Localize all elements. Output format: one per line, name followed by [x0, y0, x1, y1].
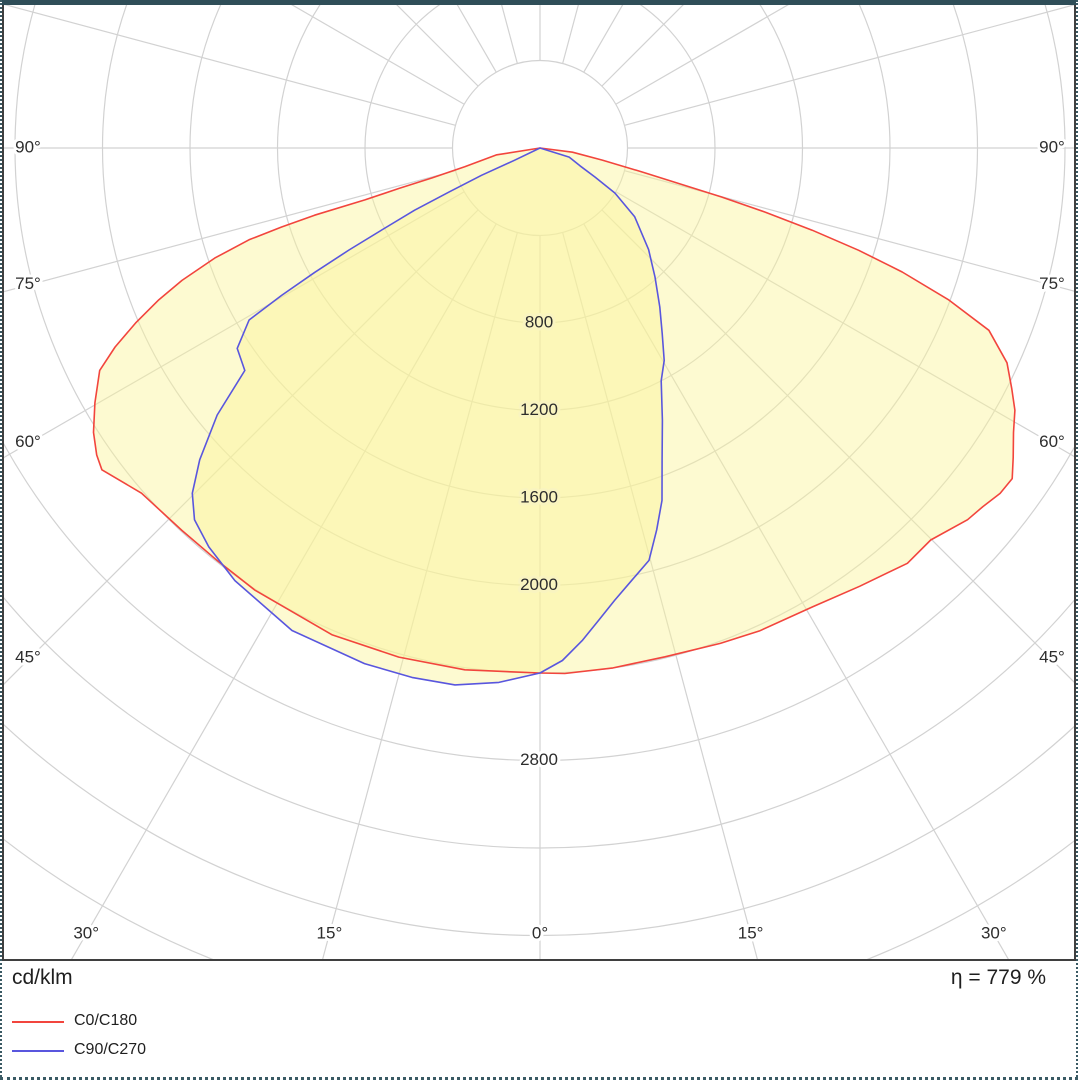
- grid-labels: 800 1200 1600 2000 2800 90° 90° 75° 75° 60° 60° 45°…: [12, 134, 1068, 945]
- angle-label-right-75: 75°: [1039, 274, 1065, 293]
- series-curve-c90-c270: [191, 147, 665, 686]
- ring-label-2800: 2800: [520, 750, 558, 769]
- angle-label-left-75: 75°: [15, 274, 41, 293]
- angle-label-left-45: 45°: [15, 647, 41, 666]
- series-curve-c0-c180: [92, 147, 1016, 675]
- angle-label-right-90: 90°: [1039, 137, 1065, 156]
- ring-label-800: 800: [525, 312, 553, 331]
- angle-label-bottom-1: 15°: [317, 923, 343, 942]
- ring-label-1200: 1200: [520, 400, 558, 419]
- legend-label-c90-c270: C90/C270: [74, 1041, 147, 1058]
- angle-label-right-60: 60°: [1039, 432, 1065, 451]
- angle-label-bottom-3: 15°: [738, 923, 764, 942]
- angle-label-bottom-4: 30°: [981, 923, 1007, 942]
- angle-label-right-45: 45°: [1039, 647, 1065, 666]
- ring-label-1600: 1600: [520, 487, 558, 506]
- angle-label-left-90: 90°: [15, 137, 41, 156]
- series-fill-c0-c180: [93, 148, 1015, 674]
- legend-label-c0-c180: C0/C180: [74, 1012, 138, 1029]
- angle-label-bottom-2: 0°: [532, 923, 548, 942]
- series-fill-c90-c270: [192, 148, 665, 685]
- angle-label-bottom-0: 30°: [73, 923, 99, 942]
- legend-line-c0-c180: [12, 1021, 64, 1023]
- ring-label-2000: 2000: [520, 575, 558, 594]
- units-label: cd/klm: [12, 966, 73, 989]
- angle-label-left-60: 60°: [15, 432, 41, 451]
- efficiency-value: η = 779 %: [950, 966, 1046, 989]
- legend-line-c90-c270: [12, 1050, 64, 1052]
- panel-top-bar: [2, 0, 1076, 5]
